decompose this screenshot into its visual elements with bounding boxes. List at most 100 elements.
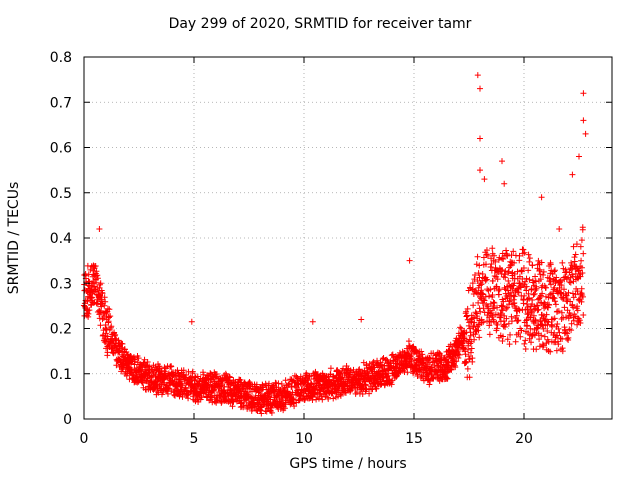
data-point	[478, 281, 485, 288]
data-point	[327, 365, 334, 372]
data-point	[457, 324, 464, 331]
data-point	[547, 281, 554, 288]
data-point	[555, 325, 562, 332]
data-point	[526, 295, 533, 302]
data-point	[504, 252, 511, 259]
data-point	[496, 254, 503, 261]
data-point	[325, 395, 332, 402]
data-point	[523, 300, 530, 307]
data-point	[195, 399, 202, 406]
data-point	[511, 299, 518, 306]
data-point	[557, 289, 564, 296]
data-point	[551, 267, 558, 274]
data-point	[520, 300, 527, 307]
data-point	[476, 274, 483, 281]
data-point	[486, 293, 493, 300]
data-point	[546, 302, 553, 309]
data-point	[558, 290, 565, 297]
data-point	[266, 388, 273, 395]
data-point	[475, 270, 482, 277]
data-point	[518, 327, 525, 334]
data-point	[453, 358, 460, 365]
data-point	[102, 298, 109, 305]
data-point	[570, 294, 577, 301]
data-point	[525, 310, 532, 317]
y-tick-label: 0.3	[50, 276, 72, 292]
data-point	[381, 362, 388, 369]
data-point-outlier	[188, 318, 195, 325]
data-point	[103, 309, 110, 316]
data-point	[573, 241, 580, 248]
data-point	[538, 259, 545, 266]
data-point-outlier	[309, 318, 316, 325]
data-point	[555, 341, 562, 348]
data-point	[535, 306, 542, 313]
data-point-outlier	[96, 225, 103, 232]
data-point	[523, 317, 530, 324]
data-point	[564, 330, 571, 337]
data-point	[258, 410, 265, 417]
data-point	[559, 348, 566, 355]
data-point	[529, 296, 536, 303]
data-point	[260, 383, 267, 390]
data-point	[103, 326, 110, 333]
data-point	[240, 402, 247, 409]
data-point	[473, 310, 480, 317]
data-point	[532, 273, 539, 280]
data-point	[305, 376, 312, 383]
data-point	[544, 327, 551, 334]
data-point	[268, 409, 275, 416]
data-point	[526, 258, 533, 265]
data-point	[550, 294, 557, 301]
data-point	[510, 248, 517, 255]
data-point	[531, 290, 538, 297]
data-point	[552, 301, 559, 308]
data-point	[91, 283, 98, 290]
data-point	[359, 391, 366, 398]
data-point	[483, 301, 490, 308]
data-point-outlier	[580, 117, 587, 124]
data-point	[487, 263, 494, 270]
data-point	[522, 337, 529, 344]
data-point	[480, 305, 487, 312]
data-point	[336, 370, 343, 377]
data-point	[570, 243, 577, 250]
data-point	[444, 375, 451, 382]
data-point-outlier	[477, 135, 483, 142]
data-point-outlier	[569, 171, 576, 178]
data-points	[80, 72, 589, 417]
data-point	[576, 317, 583, 324]
data-point	[564, 335, 571, 342]
data-point	[106, 306, 113, 313]
data-point	[479, 270, 486, 277]
data-point	[577, 243, 584, 250]
data-point	[511, 259, 518, 266]
data-point	[488, 312, 495, 319]
data-point	[94, 272, 101, 279]
data-point	[275, 380, 282, 387]
data-point	[329, 373, 336, 380]
data-point	[521, 249, 528, 256]
data-point	[115, 337, 122, 344]
data-point	[97, 322, 104, 329]
data-point	[379, 356, 386, 363]
y-tick-label: 0.6	[50, 141, 72, 157]
data-point	[214, 397, 221, 404]
data-point	[536, 266, 543, 273]
data-point	[476, 334, 483, 341]
data-point-outlier	[481, 176, 488, 183]
data-point	[516, 307, 523, 314]
data-point	[466, 374, 473, 381]
data-point	[578, 257, 585, 264]
data-point-outlier	[358, 316, 365, 323]
data-point	[476, 262, 483, 269]
data-point	[86, 307, 93, 314]
data-point	[189, 368, 196, 375]
data-point	[540, 271, 547, 278]
data-point	[508, 313, 515, 320]
data-point	[532, 287, 539, 294]
data-point	[489, 277, 496, 284]
data-point	[90, 271, 97, 278]
data-point	[551, 284, 558, 291]
data-point-outlier	[582, 130, 589, 137]
